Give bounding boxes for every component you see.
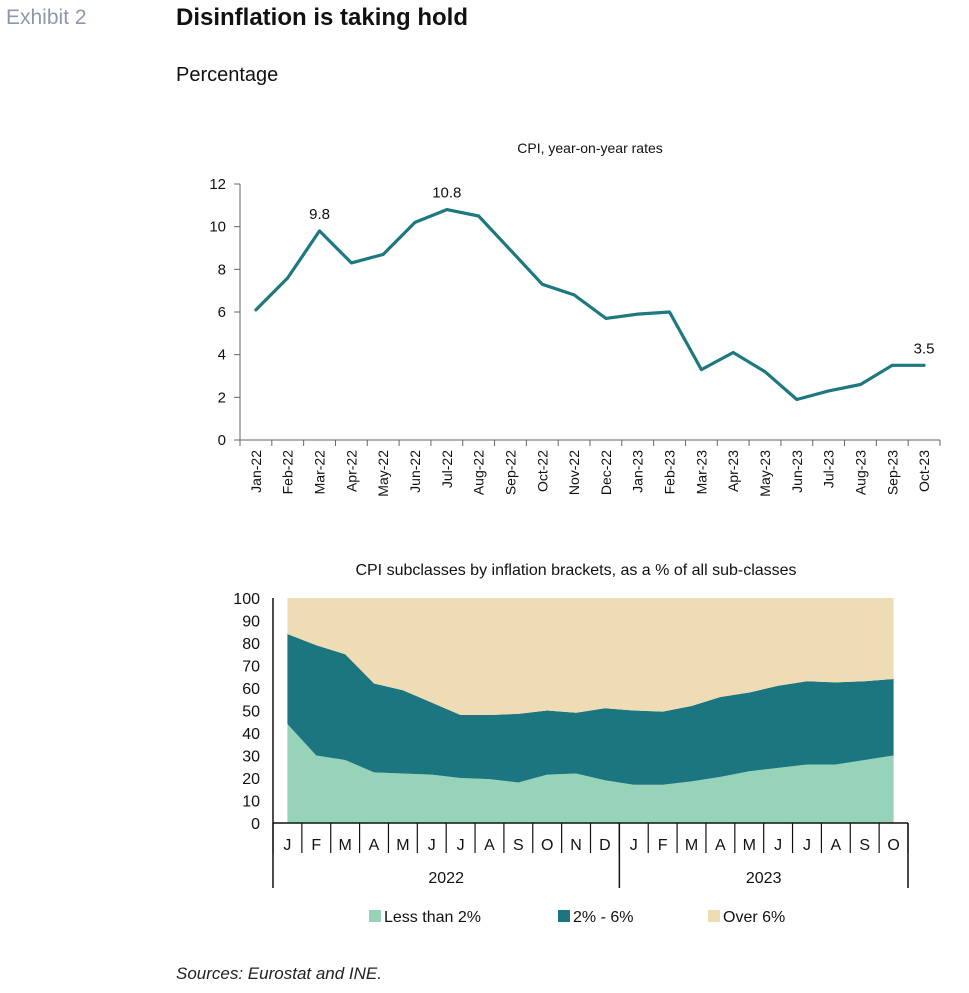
x-tick-label: Apr-22 xyxy=(343,450,359,492)
x-tick-label: Jun-22 xyxy=(407,450,423,493)
x-tick-label: Oct-22 xyxy=(534,450,550,492)
y-tick-label: 40 xyxy=(242,726,260,743)
x-tick-label: A xyxy=(831,837,842,854)
cpi-subclasses-area-chart: CPI subclasses by inflation brackets, as… xyxy=(233,562,909,926)
y-tick-label: 50 xyxy=(242,704,260,721)
sources-note: Sources: Eurostat and INE. xyxy=(176,964,382,983)
x-tick-label: Mar-23 xyxy=(693,450,709,495)
x-tick-label: Oct-23 xyxy=(916,450,932,492)
x-tick-label: J xyxy=(774,837,782,854)
line-chart-title: CPI, year-on-year rates xyxy=(517,140,663,156)
x-tick-label: Dec-22 xyxy=(598,450,614,495)
area-chart-title: CPI subclasses by inflation brackets, as… xyxy=(355,562,796,579)
page-subtitle: Percentage xyxy=(176,64,279,86)
y-tick-label: 60 xyxy=(242,681,260,698)
x-tick-label: Jun-23 xyxy=(789,450,805,493)
x-tick-label: Apr-23 xyxy=(725,450,741,492)
area-over-6 xyxy=(287,598,894,715)
page-title: Disinflation is taking hold xyxy=(176,4,469,31)
y-tick-label: 90 xyxy=(242,614,260,631)
x-tick-label: Jan-22 xyxy=(248,450,264,493)
year-label: 2022 xyxy=(428,870,464,887)
x-tick-label: O xyxy=(887,837,899,854)
x-tick-label: S xyxy=(513,837,524,854)
x-tick-label: Jul-23 xyxy=(821,450,837,488)
y-tick-label: 100 xyxy=(233,591,260,608)
area-less-than-2 xyxy=(287,724,894,823)
x-tick-label: Aug-22 xyxy=(471,450,487,495)
y-tick-label: 2 xyxy=(218,389,226,406)
x-tick-label: F xyxy=(658,837,668,854)
x-tick-label: Jul-22 xyxy=(439,450,455,488)
x-tick-label: F xyxy=(311,837,321,854)
y-tick-label: 30 xyxy=(242,749,260,766)
x-tick-label: M xyxy=(743,837,756,854)
y-tick-label: 80 xyxy=(242,636,260,653)
x-tick-label: M xyxy=(338,837,351,854)
exhibit-label: Exhibit 2 xyxy=(6,6,87,29)
x-tick-label: Jan-23 xyxy=(630,450,646,493)
data-label: 3.5 xyxy=(914,340,935,357)
x-tick-label: D xyxy=(599,837,611,854)
cpi-line-chart: CPI, year-on-year rates 0 2 4 6 8 10 12 Jan-22 Fe… xyxy=(209,140,941,497)
y-tick-label: 12 xyxy=(209,176,226,193)
y-tick-label: 10 xyxy=(242,794,260,811)
y-tick-label: 6 xyxy=(218,304,226,321)
x-tick-label: Nov-22 xyxy=(566,450,582,495)
x-tick-label: Feb-22 xyxy=(280,450,296,495)
y-tick-label: 0 xyxy=(251,816,260,833)
y-tick-label: 70 xyxy=(242,659,260,676)
x-tick-label: Mar-22 xyxy=(312,450,328,495)
legend-label: Over 6% xyxy=(723,909,785,926)
x-tick-label: M xyxy=(396,837,409,854)
data-label: 9.8 xyxy=(309,206,330,223)
x-tick-label: A xyxy=(369,837,380,854)
x-tick-label: Feb-23 xyxy=(662,450,678,495)
data-label: 10.8 xyxy=(432,185,461,202)
x-tick-label: May-22 xyxy=(375,450,391,497)
legend-label: Less than 2% xyxy=(384,909,481,926)
x-tick-label: J xyxy=(283,837,291,854)
x-tick-label: Aug-23 xyxy=(852,450,868,495)
x-tick-label: N xyxy=(570,837,582,854)
cpi-series-line xyxy=(254,208,926,402)
x-tick-label: Sep-22 xyxy=(502,450,518,495)
x-tick-label: J xyxy=(630,837,638,854)
x-tick-label: J xyxy=(457,837,465,854)
x-tick-label: A xyxy=(484,837,495,854)
x-tick-label: May-23 xyxy=(757,450,773,497)
y-tick-label: 10 xyxy=(209,219,226,236)
legend-swatch xyxy=(369,910,381,922)
year-label: 2023 xyxy=(746,870,782,887)
legend-swatch xyxy=(708,910,720,922)
x-tick-label: O xyxy=(541,837,553,854)
area-2-to-6 xyxy=(287,634,894,785)
x-tick-label: J xyxy=(428,837,436,854)
x-tick-label: Sep-23 xyxy=(884,450,900,495)
y-tick-label: 8 xyxy=(218,261,226,278)
legend-label: 2% - 6% xyxy=(573,909,633,926)
x-tick-label: M xyxy=(685,837,698,854)
legend-swatch xyxy=(558,910,570,922)
y-tick-label: 0 xyxy=(218,432,226,449)
x-tick-label: S xyxy=(859,837,870,854)
y-tick-label: 4 xyxy=(218,347,226,364)
y-tick-label: 20 xyxy=(242,771,260,788)
x-tick-label: A xyxy=(715,837,726,854)
x-tick-label: J xyxy=(803,837,811,854)
